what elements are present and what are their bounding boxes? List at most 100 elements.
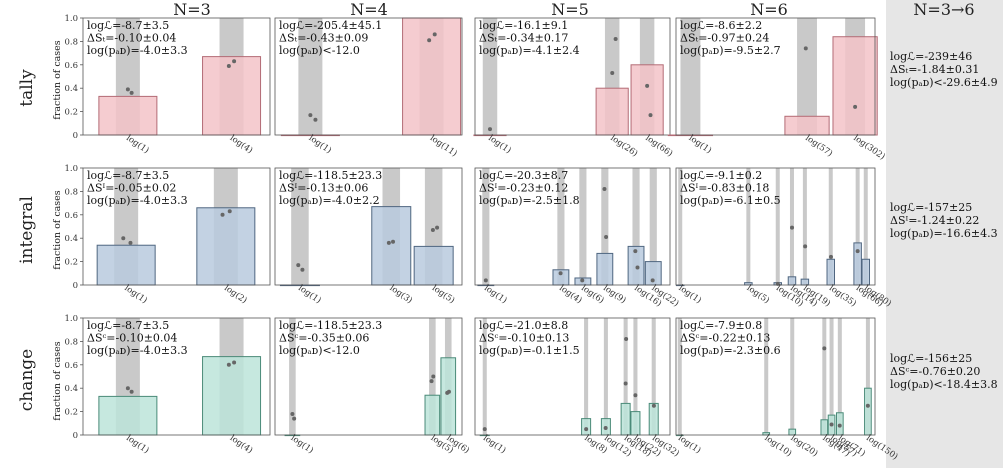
data-point	[853, 104, 858, 109]
stat-line: logℒ=-8.7±3.5	[87, 19, 169, 32]
data-point	[386, 240, 391, 245]
data-point	[488, 127, 492, 132]
x-tick-label: log(20)	[789, 432, 820, 459]
bar-log(1)	[98, 95, 158, 136]
y-tick-label: 0.2	[64, 108, 78, 118]
y-tick-label: 0.8	[64, 37, 78, 47]
stat-line: log(pₐᴅ)=-2.3±0.6	[680, 344, 781, 357]
data-point	[300, 267, 305, 272]
y-tick-label: 0.8	[64, 337, 78, 347]
gray-column	[603, 318, 608, 435]
x-tick-label: log(57)	[803, 132, 834, 159]
stat-line: logℒ=-9.1±0.2	[680, 169, 762, 182]
bar-log(35)	[826, 258, 835, 286]
column-title-n6: N=6	[750, 0, 788, 19]
y-tick-label: 0.6	[64, 211, 78, 221]
gray-column	[764, 318, 769, 435]
panel-change-n6: log(1) log(10)log(20) log(47)log(57)log(71…	[675, 317, 900, 462]
data-point	[125, 87, 130, 92]
bar-log(66)	[630, 64, 664, 136]
y-tick-label: 0.2	[64, 258, 78, 268]
data-point	[483, 278, 488, 283]
bar-log(2)	[196, 207, 256, 286]
row-label-integral: integral	[17, 196, 37, 264]
y-axis-label-tally: fraction of cases	[52, 40, 63, 119]
panel-tally-n5: log(1) log(26) log(66)logℒ=-16.1±9.1ΔSₜ=-0…	[473, 17, 675, 159]
y-tick-label: 1.0	[64, 14, 78, 24]
x-tick-label: log(1)	[677, 282, 704, 306]
data-point	[232, 360, 237, 365]
data-point	[121, 236, 126, 241]
panel-tally-n3: 0 0.2 0.4 0.6 0.8 1.0 log(1) log(4) logℒ=-8.7±3.…	[64, 14, 271, 156]
x-tick-label: log(1)	[482, 282, 509, 306]
data-point	[292, 416, 297, 421]
stat-line: logℒ=-7.9±0.8	[680, 319, 762, 332]
y-tick-label: 0	[73, 281, 78, 291]
data-point	[865, 403, 870, 408]
chart-panels: 0 0.2 0.4 0.6 0.8 1.0 log(1) log(4) logℒ=-8.7±3.…	[64, 14, 900, 462]
y-axis-label-change: fraction of cases	[52, 341, 63, 420]
data-point	[220, 212, 225, 217]
gray-column	[289, 318, 296, 435]
bar-log(150)	[864, 387, 872, 436]
bar-log(3)	[371, 206, 412, 286]
stat-line: logℒ=-8.7±3.5	[87, 169, 169, 182]
data-point	[623, 381, 628, 386]
data-point	[602, 187, 607, 192]
summary-change-line-1: logℒ=-156±25	[890, 352, 972, 365]
x-tick-label: log(5)	[430, 282, 457, 306]
data-point	[482, 427, 487, 432]
gray-column	[633, 318, 638, 435]
data-point	[584, 427, 589, 432]
bar-log(8)	[581, 418, 592, 436]
data-point	[125, 386, 130, 391]
data-point	[558, 271, 563, 276]
stat-line: logℒ=-16.1±9.1	[479, 19, 568, 32]
bar-log(302)	[832, 36, 878, 136]
gray-column	[822, 318, 827, 435]
gray-column	[584, 318, 589, 435]
panel-frame	[82, 17, 271, 136]
data-point	[855, 249, 860, 254]
stat-line: logℒ=-205.4±45.1	[279, 19, 382, 32]
gray-column	[802, 168, 807, 285]
bar-log(18)	[620, 402, 631, 436]
bar-log(5)	[413, 245, 454, 286]
data-point	[446, 389, 451, 394]
stat-line: ΔSₜ=-0.43±0.09	[279, 32, 368, 45]
row-label-tally: tally	[17, 69, 37, 107]
data-point	[226, 362, 231, 367]
gray-column	[482, 168, 490, 285]
bar-log(1)	[96, 244, 156, 286]
panel-frame	[274, 17, 463, 136]
summary-change-line-3: log(pₐᴅ)<-18.4±3.8	[890, 378, 998, 391]
gray-column	[482, 318, 487, 435]
data-point	[128, 240, 133, 245]
y-axis-labels: fraction of cases fraction of cases frac…	[52, 40, 63, 420]
data-point	[828, 254, 833, 259]
y-tick-label: 0	[73, 131, 78, 141]
summary-integral-line-1: logℒ=-157±25	[890, 201, 972, 214]
data-point	[227, 209, 232, 214]
data-point	[645, 83, 650, 88]
stat-line: ΔSᴵ=-0.13±0.06	[279, 182, 368, 195]
data-point	[429, 379, 434, 384]
data-point	[232, 59, 237, 64]
bar-log(4)	[202, 56, 262, 136]
panel-frame	[274, 167, 463, 286]
data-point	[633, 249, 638, 254]
stat-line: log(pₐᴅ)=-0.1±1.5	[479, 344, 580, 357]
x-tick-label: log(26)	[608, 132, 639, 159]
stat-line: log(pₐᴅ)<-12.0	[279, 44, 360, 57]
data-point	[624, 337, 629, 342]
stat-line: log(pₐᴅ)=-6.1±0.5	[680, 194, 781, 207]
stat-line: log(pₐᴅ)=-9.5±2.7	[680, 44, 781, 57]
stat-line: ΔSᴵ=-0.83±0.18	[680, 182, 769, 195]
gray-column	[649, 168, 657, 285]
panel-frame	[675, 17, 876, 136]
summary-background	[886, 0, 1003, 468]
y-tick-label: 0.6	[64, 361, 78, 371]
data-point	[431, 374, 436, 379]
bar-log(1)	[98, 395, 158, 436]
